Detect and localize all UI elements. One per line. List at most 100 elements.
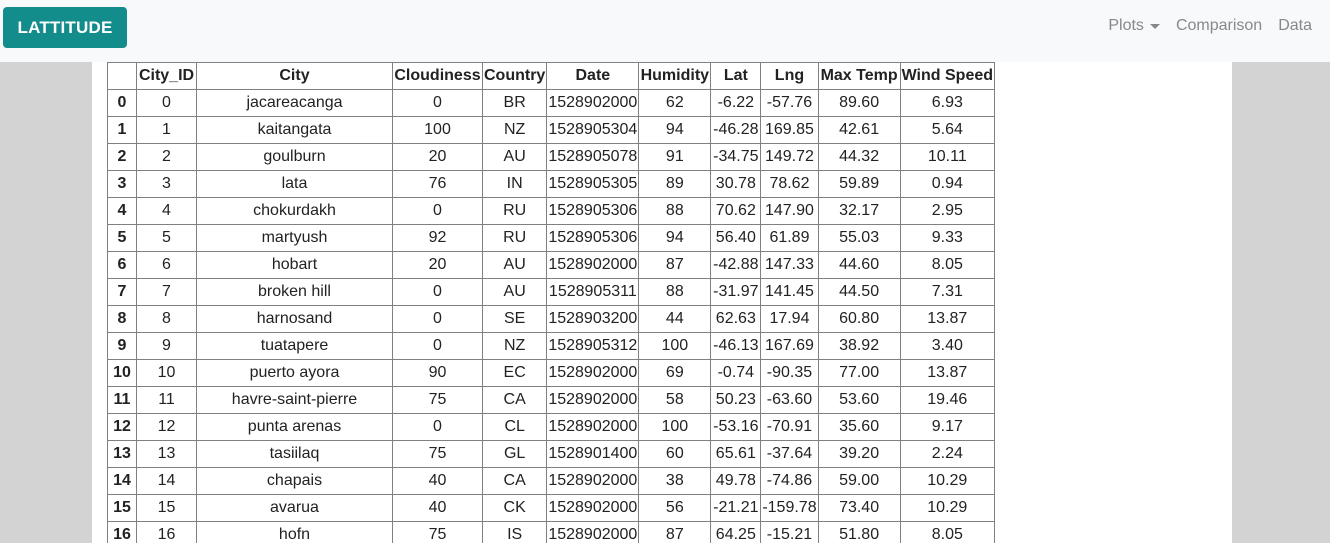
table-cell: 75 bbox=[392, 440, 483, 468]
table-row: 12 12 punta arenas 0 CL 1528902000 100 -53.16 -7… bbox=[107, 413, 996, 441]
table-cell: 32.17 bbox=[817, 197, 901, 225]
table-row: 6 6 hobart 20 AU 1528902000 87 -42.88 147.33 44.6… bbox=[107, 251, 996, 279]
table-cell: -15.21 bbox=[760, 521, 819, 543]
table-cell: 56.40 bbox=[710, 224, 762, 252]
table-row: 4 4 chokurdakh 0 RU 1528905306 88 70.62 147.90 32… bbox=[107, 197, 996, 225]
table-cell: 147.33 bbox=[760, 251, 819, 279]
row-index-cell: 4 bbox=[107, 197, 137, 225]
table-cell: 15 bbox=[136, 494, 197, 522]
table-cell: 39.20 bbox=[817, 440, 901, 468]
main-content: City_ID City Cloudiness Country Date Humidity… bbox=[92, 62, 1232, 543]
table-cell: 92 bbox=[392, 224, 483, 252]
table-row: 13 13 tasiilaq 75 GL 1528901400 60 65.61 -37.64 3… bbox=[107, 440, 996, 468]
table-cell: 89 bbox=[638, 170, 712, 198]
table-cell: 73.40 bbox=[817, 494, 901, 522]
table-cell: 8.05 bbox=[899, 251, 996, 279]
table-cell: 0 bbox=[392, 278, 483, 306]
table-cell: 0.94 bbox=[899, 170, 996, 198]
nav-plots-label: Plots bbox=[1108, 17, 1144, 34]
table-cell: 6 bbox=[136, 251, 197, 279]
table-cell: 5.64 bbox=[899, 116, 996, 144]
table-cell: RU bbox=[481, 197, 548, 225]
row-index-cell: 12 bbox=[107, 413, 137, 441]
table-cell: 13 bbox=[136, 440, 197, 468]
column-header: Max Temp bbox=[817, 62, 901, 90]
table-cell: 0 bbox=[392, 413, 483, 441]
table-cell: 91 bbox=[638, 143, 712, 171]
table-cell: CA bbox=[481, 386, 548, 414]
table-cell: 1528905305 bbox=[546, 170, 640, 198]
table-cell: -159.78 bbox=[760, 494, 819, 522]
table-cell: 38 bbox=[638, 467, 712, 495]
table-cell: harnosand bbox=[196, 305, 393, 333]
table-cell: 7.31 bbox=[899, 278, 996, 306]
row-index-cell: 3 bbox=[107, 170, 137, 198]
nav-data-link[interactable]: Data bbox=[1278, 17, 1312, 34]
row-index-cell: 6 bbox=[107, 251, 137, 279]
table-cell: 0 bbox=[136, 89, 197, 117]
table-cell: 149.72 bbox=[760, 143, 819, 171]
table-cell: lata bbox=[196, 170, 393, 198]
table-cell: 5 bbox=[136, 224, 197, 252]
table-cell: 10.29 bbox=[899, 467, 996, 495]
table-cell: 1528902000 bbox=[546, 386, 640, 414]
row-index-cell: 7 bbox=[107, 278, 137, 306]
table-cell: 20 bbox=[392, 251, 483, 279]
row-index-cell: 0 bbox=[107, 89, 137, 117]
table-cell: tuatapere bbox=[196, 332, 393, 360]
table-cell: -57.76 bbox=[760, 89, 819, 117]
table-cell: chokurdakh bbox=[196, 197, 393, 225]
table-cell: CK bbox=[481, 494, 548, 522]
navbar: LATTITUDE Plots Comparison Data bbox=[0, 0, 1330, 62]
table-cell: 13.87 bbox=[899, 305, 996, 333]
table-cell: 75 bbox=[392, 521, 483, 543]
table-cell: 58 bbox=[638, 386, 712, 414]
table-row: 1 1 kaitangata 100 NZ 1528905304 94 -46.28 169.8… bbox=[107, 116, 996, 144]
table-cell: 100 bbox=[638, 332, 712, 360]
brand-logo-button[interactable]: LATTITUDE bbox=[3, 7, 127, 48]
table-cell: 61.89 bbox=[760, 224, 819, 252]
table-cell: 59.00 bbox=[817, 467, 901, 495]
column-header: Humidity bbox=[638, 62, 712, 90]
table-cell: -37.64 bbox=[760, 440, 819, 468]
table-cell: 1528902000 bbox=[546, 494, 640, 522]
table-cell: 40 bbox=[392, 494, 483, 522]
table-cell: -53.16 bbox=[710, 413, 762, 441]
table-cell: 89.60 bbox=[817, 89, 901, 117]
table-cell: jacareacanga bbox=[196, 89, 393, 117]
table-cell: 1528902000 bbox=[546, 521, 640, 543]
table-cell: 169.85 bbox=[760, 116, 819, 144]
table-cell: 69 bbox=[638, 359, 712, 387]
nav-links: Plots Comparison Data bbox=[1108, 17, 1312, 35]
table-row: 15 15 avarua 40 CK 1528902000 56 -21.21 -159.78 7… bbox=[107, 494, 996, 522]
table-cell: 60.80 bbox=[817, 305, 901, 333]
table-cell: 8 bbox=[136, 305, 197, 333]
table-cell: 88 bbox=[638, 197, 712, 225]
row-index-cell: 8 bbox=[107, 305, 137, 333]
table-cell: 42.61 bbox=[817, 116, 901, 144]
nav-comparison-link[interactable]: Comparison bbox=[1175, 17, 1263, 34]
table-cell: 90 bbox=[392, 359, 483, 387]
table-cell: -46.13 bbox=[710, 332, 762, 360]
column-header bbox=[107, 62, 137, 90]
row-index-cell: 9 bbox=[107, 332, 137, 360]
table-cell: 3 bbox=[136, 170, 197, 198]
column-header: Wind Speed bbox=[899, 62, 996, 90]
table-cell: 1528905078 bbox=[546, 143, 640, 171]
table-cell: 53.60 bbox=[817, 386, 901, 414]
table-cell: 0 bbox=[392, 332, 483, 360]
table-cell: IN bbox=[481, 170, 548, 198]
table-cell: 1528902000 bbox=[546, 359, 640, 387]
table-cell: 1528905304 bbox=[546, 116, 640, 144]
table-cell: 59.89 bbox=[817, 170, 901, 198]
table-cell: 50.23 bbox=[710, 386, 762, 414]
table-cell: 40 bbox=[392, 467, 483, 495]
table-cell: CL bbox=[481, 413, 548, 441]
table-row: 2 2 goulburn 20 AU 1528905078 91 -34.75 149.72 44… bbox=[107, 143, 996, 171]
table-cell: punta arenas bbox=[196, 413, 393, 441]
nav-plots-dropdown[interactable]: Plots bbox=[1108, 17, 1160, 35]
table-cell: -6.22 bbox=[710, 89, 762, 117]
table-header-row: City_ID City Cloudiness Country Date Humidity… bbox=[107, 62, 996, 90]
table-cell: 13.87 bbox=[899, 359, 996, 387]
table-cell: 7 bbox=[136, 278, 197, 306]
